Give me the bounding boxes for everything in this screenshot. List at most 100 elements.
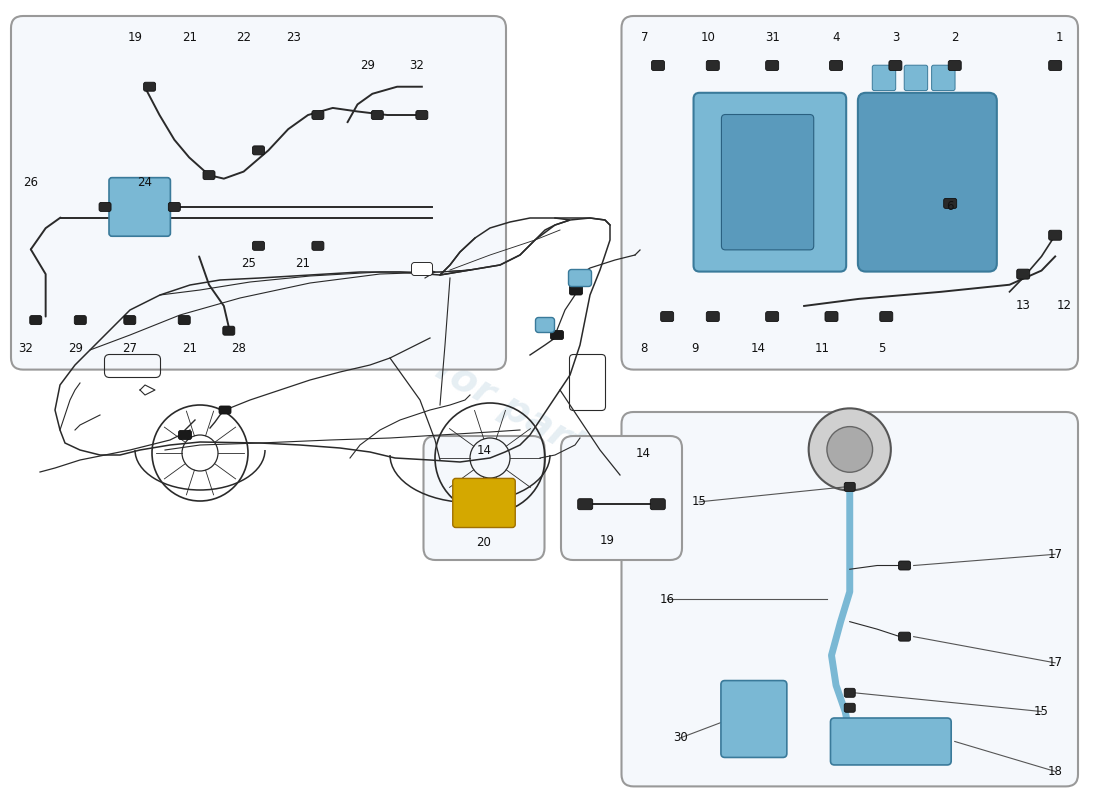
- FancyBboxPatch shape: [621, 16, 1078, 370]
- Text: 20: 20: [476, 536, 492, 549]
- Circle shape: [827, 426, 872, 472]
- Text: 21: 21: [296, 257, 310, 270]
- FancyBboxPatch shape: [706, 311, 719, 322]
- FancyBboxPatch shape: [706, 61, 719, 70]
- FancyBboxPatch shape: [948, 61, 961, 70]
- Text: 14: 14: [476, 444, 492, 458]
- Text: 10: 10: [701, 30, 716, 44]
- FancyBboxPatch shape: [889, 61, 902, 70]
- FancyBboxPatch shape: [75, 315, 86, 325]
- FancyBboxPatch shape: [650, 498, 666, 510]
- FancyBboxPatch shape: [416, 110, 428, 119]
- FancyBboxPatch shape: [178, 430, 191, 439]
- FancyBboxPatch shape: [844, 688, 855, 698]
- Text: 15: 15: [1034, 705, 1049, 718]
- FancyBboxPatch shape: [569, 270, 592, 286]
- FancyBboxPatch shape: [899, 561, 911, 570]
- FancyBboxPatch shape: [253, 146, 264, 155]
- FancyBboxPatch shape: [651, 61, 664, 70]
- FancyBboxPatch shape: [30, 315, 42, 325]
- Text: 15: 15: [692, 495, 706, 508]
- Text: 21: 21: [182, 30, 197, 44]
- Text: 14: 14: [751, 342, 766, 355]
- FancyBboxPatch shape: [11, 16, 506, 370]
- FancyBboxPatch shape: [844, 703, 855, 712]
- FancyBboxPatch shape: [124, 315, 135, 325]
- FancyBboxPatch shape: [1016, 269, 1030, 279]
- FancyBboxPatch shape: [830, 718, 952, 765]
- Text: 24: 24: [138, 176, 152, 189]
- Text: passion for parts since 1985: passion for parts since 1985: [272, 258, 828, 602]
- FancyBboxPatch shape: [578, 498, 593, 510]
- FancyBboxPatch shape: [693, 93, 846, 271]
- FancyBboxPatch shape: [223, 326, 234, 335]
- Text: 14: 14: [636, 447, 651, 460]
- FancyBboxPatch shape: [424, 436, 544, 560]
- FancyBboxPatch shape: [844, 482, 855, 491]
- FancyBboxPatch shape: [561, 436, 682, 560]
- Text: 2: 2: [952, 30, 958, 44]
- FancyBboxPatch shape: [144, 82, 155, 91]
- FancyBboxPatch shape: [99, 202, 111, 211]
- Text: 30: 30: [673, 731, 689, 744]
- FancyBboxPatch shape: [372, 110, 383, 119]
- Text: 31: 31: [764, 30, 780, 44]
- Text: 22: 22: [236, 30, 251, 44]
- FancyBboxPatch shape: [168, 202, 180, 211]
- Text: 16: 16: [660, 593, 674, 606]
- Text: 17: 17: [1047, 548, 1063, 561]
- Text: 6: 6: [946, 201, 954, 214]
- Text: 17: 17: [1047, 656, 1063, 670]
- FancyBboxPatch shape: [880, 311, 893, 322]
- FancyBboxPatch shape: [766, 311, 779, 322]
- FancyBboxPatch shape: [766, 61, 779, 70]
- Text: 7: 7: [640, 30, 648, 44]
- Text: 13: 13: [1015, 299, 1031, 313]
- FancyBboxPatch shape: [720, 681, 786, 758]
- Text: 3: 3: [892, 30, 899, 44]
- FancyBboxPatch shape: [825, 311, 838, 322]
- FancyBboxPatch shape: [944, 198, 957, 209]
- Text: 28: 28: [231, 342, 246, 355]
- Text: 5: 5: [878, 342, 886, 355]
- Circle shape: [808, 408, 891, 490]
- FancyBboxPatch shape: [621, 412, 1078, 786]
- FancyBboxPatch shape: [219, 406, 231, 414]
- FancyBboxPatch shape: [536, 318, 554, 333]
- FancyBboxPatch shape: [570, 285, 583, 295]
- FancyBboxPatch shape: [858, 93, 997, 271]
- Text: 18: 18: [1047, 765, 1063, 778]
- FancyBboxPatch shape: [453, 478, 515, 527]
- FancyBboxPatch shape: [312, 242, 323, 250]
- Text: 1: 1: [1056, 30, 1064, 44]
- FancyBboxPatch shape: [899, 632, 911, 641]
- FancyBboxPatch shape: [932, 66, 955, 90]
- Text: 26: 26: [23, 176, 38, 189]
- FancyBboxPatch shape: [550, 330, 563, 339]
- FancyBboxPatch shape: [904, 66, 927, 90]
- FancyBboxPatch shape: [829, 61, 843, 70]
- Text: 27: 27: [122, 342, 138, 355]
- FancyBboxPatch shape: [411, 262, 432, 275]
- Text: 29: 29: [360, 59, 375, 72]
- Text: 19: 19: [128, 30, 142, 44]
- Text: 23: 23: [286, 30, 300, 44]
- FancyBboxPatch shape: [1048, 230, 1062, 240]
- Text: 32: 32: [19, 342, 33, 355]
- Text: 11: 11: [815, 342, 829, 355]
- Text: 9: 9: [691, 342, 698, 355]
- Text: 21: 21: [182, 342, 197, 355]
- FancyBboxPatch shape: [109, 178, 170, 236]
- Text: 29: 29: [68, 342, 82, 355]
- Text: 4: 4: [833, 30, 839, 44]
- FancyBboxPatch shape: [204, 170, 214, 180]
- Text: 32: 32: [409, 59, 425, 72]
- Text: 25: 25: [241, 257, 256, 270]
- FancyBboxPatch shape: [312, 110, 323, 119]
- FancyBboxPatch shape: [253, 242, 264, 250]
- FancyBboxPatch shape: [661, 311, 673, 322]
- FancyBboxPatch shape: [178, 315, 190, 325]
- FancyBboxPatch shape: [872, 66, 895, 90]
- Text: 12: 12: [1057, 299, 1071, 313]
- FancyBboxPatch shape: [722, 114, 814, 250]
